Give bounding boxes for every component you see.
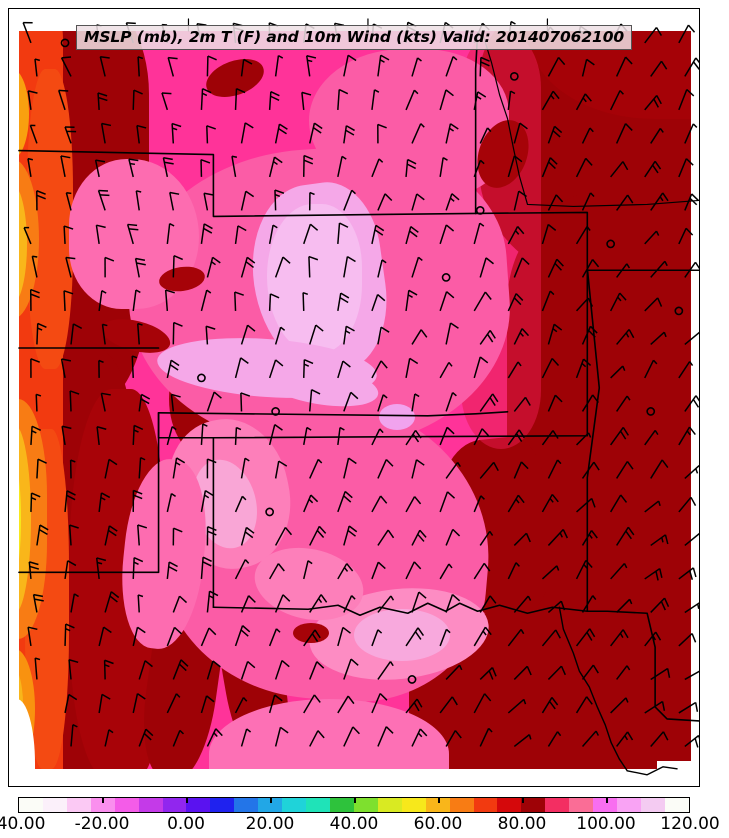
border-ok-panhandle: [157, 411, 509, 417]
map-margin-bottom: [9, 769, 699, 786]
colorbar-segment-20: [497, 798, 522, 812]
colorbar-segment-6: [162, 798, 187, 812]
colorbar-tick-80: [522, 797, 524, 803]
colorbar-segment-4: [114, 798, 139, 812]
map-title-text: MSLP (mb), 2m T (F) and 10m Wind (kts) V…: [84, 28, 625, 46]
colorbar-segment-5: [138, 798, 163, 812]
colorbar-label-0: 0.00: [167, 814, 205, 834]
political-borders-layer: [18, 18, 699, 776]
colorbar-segment-19: [473, 798, 498, 812]
colorbar-segment-9: [234, 798, 259, 812]
border-nm-west: [18, 412, 160, 574]
colorbar-label--40: -40.00: [0, 814, 46, 834]
temp-layer-lightpink-spot: [379, 404, 415, 430]
map-raster-clip: [9, 9, 699, 786]
colorbar-ticks: [18, 797, 690, 813]
border-ok-tx-redriver: [212, 602, 589, 617]
colorbar-segment-26: [640, 798, 665, 812]
colorbar-tick--20: [102, 797, 104, 803]
colorbar-tick-40: [354, 797, 356, 803]
colorbar-label-100: 100.00: [576, 814, 636, 834]
colorbar-tick-0: [186, 797, 188, 803]
colorbar-segment-12: [306, 798, 330, 812]
colorbar-label-60: 60.00: [413, 814, 463, 834]
colorbar-segment-7: [186, 798, 211, 812]
colorbar-segment-13: [329, 798, 354, 812]
colorbar-label-120: 120.00: [660, 814, 720, 834]
colorbar-segment-24: [593, 798, 618, 812]
border-co-nm-ok: [157, 412, 215, 609]
border-ne-sd: [477, 32, 699, 208]
colorbar-segment-10: [258, 798, 283, 812]
colorbar-segment-16: [401, 798, 426, 812]
colorbar-tick-100: [606, 797, 608, 803]
colorbar-segment-21: [521, 798, 546, 812]
map-title-box: MSLP (mb), 2m T (F) and 10m Wind (kts) V…: [76, 25, 633, 50]
border-tx-east: [586, 610, 699, 722]
colorbar-segment-22: [545, 798, 570, 812]
colorbar-label-80: 80.00: [497, 814, 547, 834]
temp-layer-lightpink-south-2: [354, 609, 450, 661]
colorbar-segment-1: [42, 798, 67, 812]
map-panel[interactable]: MSLP (mb), 2m T (F) and 10m Wind (kts) V…: [8, 8, 700, 787]
colorbar-label--20: -20.00: [74, 814, 130, 834]
border-co-ne-east: [474, 32, 479, 215]
border-ar-la: [586, 267, 601, 613]
colorbar-tick-60: [438, 797, 440, 803]
map-margin-left: [9, 9, 19, 786]
colorbar-tick-20: [270, 797, 272, 803]
colorbar-segment-3: [90, 798, 115, 812]
colorbar-segment-25: [617, 798, 641, 812]
colorbar-segment-18: [449, 798, 474, 812]
colorbar-label-40: 40.00: [329, 814, 379, 834]
colorbar[interactable]: [18, 797, 690, 813]
border-wy-co: [18, 149, 477, 218]
coastline-gulf: [626, 766, 678, 776]
colorbar-tick-labels: -40.00 -20.00 0.00 20.00 40.00 60.00 80.00 100.…: [0, 814, 729, 838]
colorbar-label-20: 20.00: [245, 814, 295, 834]
colorbar-segment-15: [377, 798, 402, 812]
border-co-ks: [474, 211, 699, 272]
colorbar-segment-27: [664, 798, 689, 812]
colorbar-segment-17: [425, 798, 450, 812]
colorbar-segment-0: [19, 798, 43, 812]
colorbar-segment-11: [282, 798, 307, 812]
colorbar-segment-23: [569, 798, 594, 812]
border-rio-grande: [558, 606, 628, 772]
colorbar-segment-14: [353, 798, 378, 812]
colorbar-segment-2: [66, 798, 91, 812]
border-ks-ok: [212, 269, 589, 439]
colorbar-segment-8: [210, 798, 235, 812]
map-corner-se: [657, 761, 699, 786]
